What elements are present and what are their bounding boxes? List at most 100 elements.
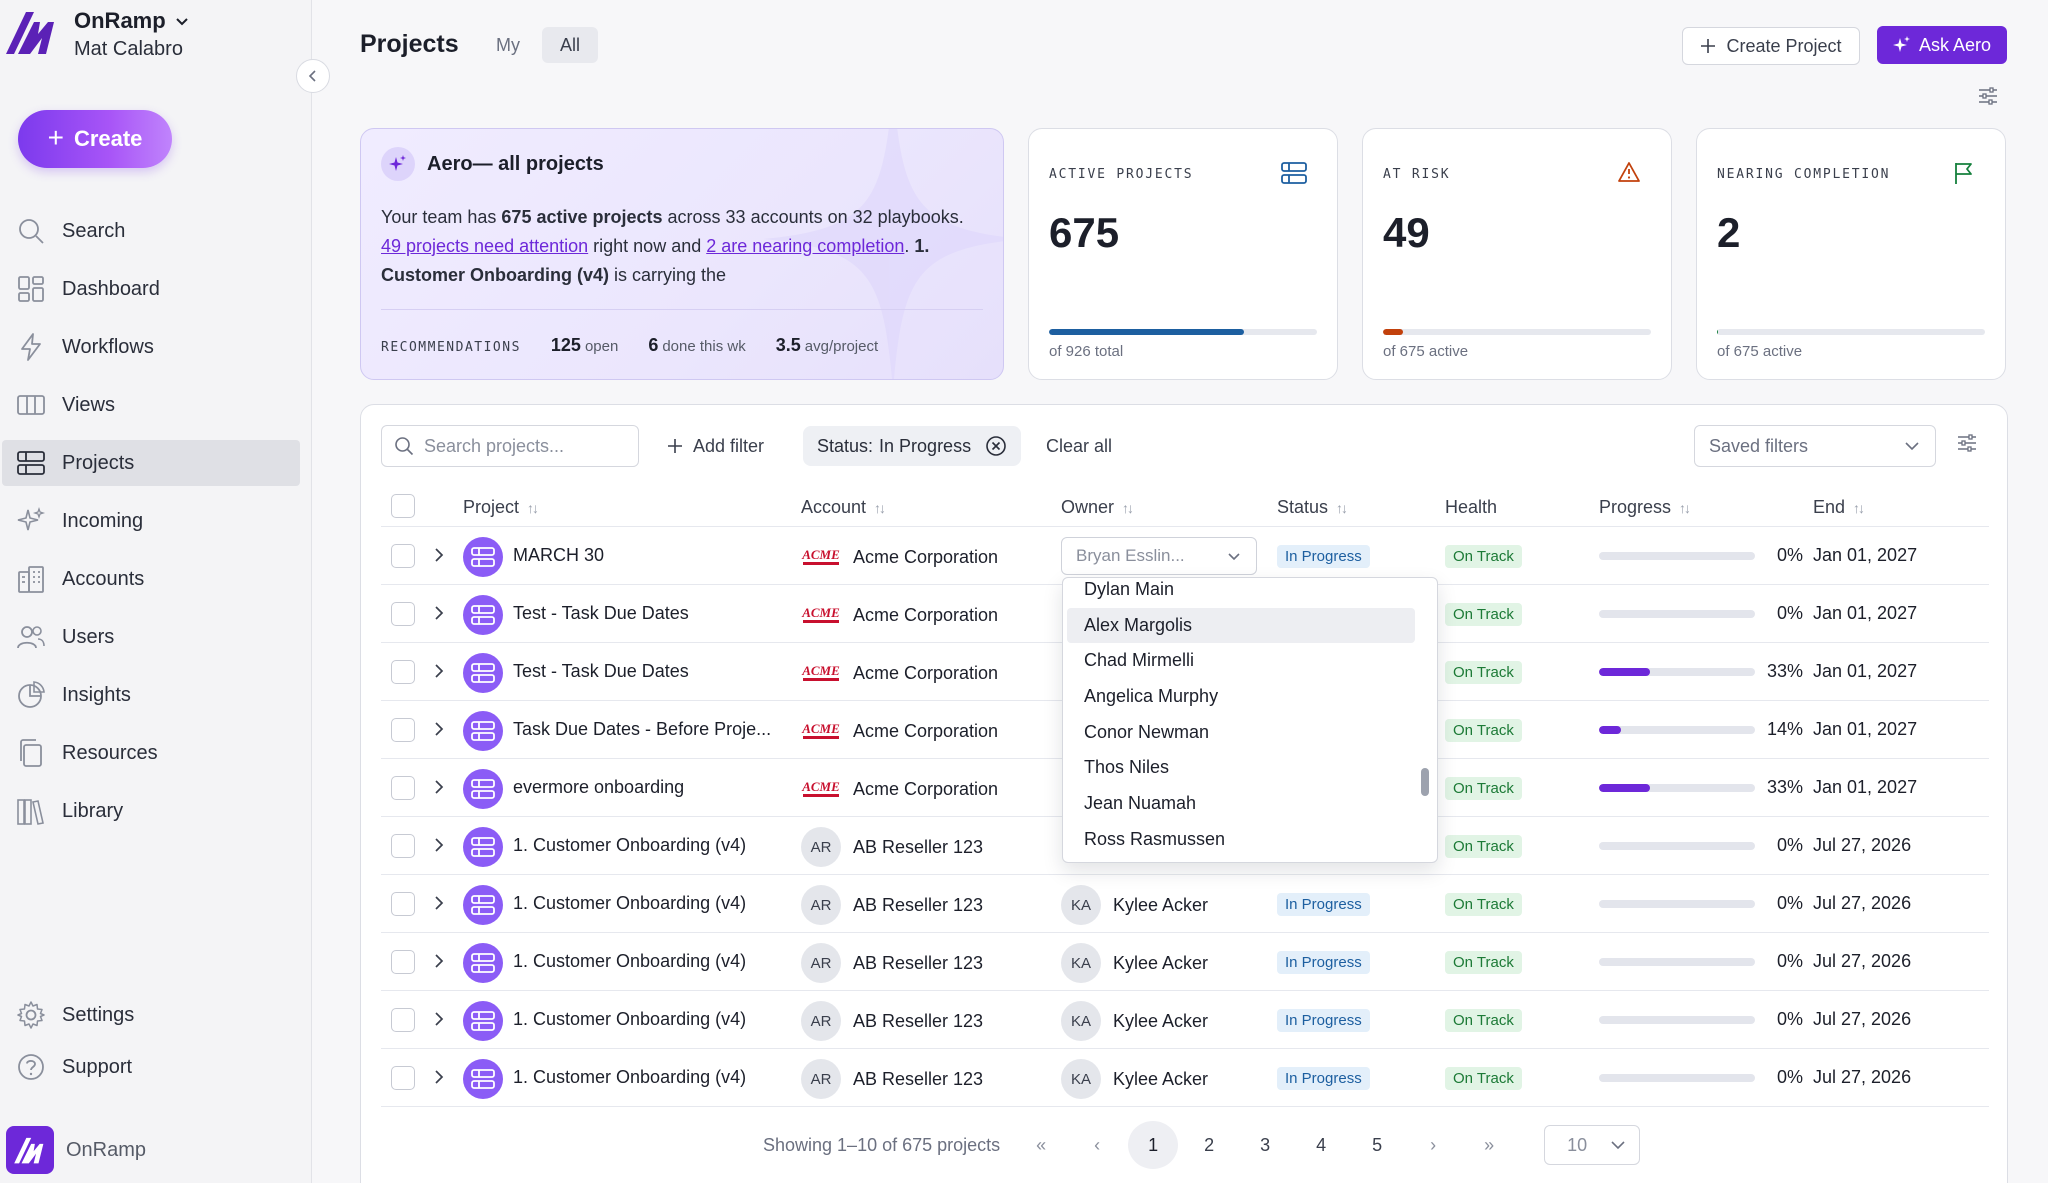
sidebar-item-dashboard[interactable]: Dashboard (2, 266, 300, 312)
sliders-icon[interactable] (1957, 433, 1977, 453)
sidebar-item-accounts[interactable]: Accounts (2, 556, 300, 602)
sidebar-item-settings[interactable]: Settings (2, 992, 300, 1038)
row-checkbox[interactable] (391, 950, 415, 974)
owner-select[interactable]: Bryan Esslin... (1061, 537, 1257, 575)
column-header-project[interactable]: Project ↑↓ (463, 497, 539, 517)
stat-card-at-risk[interactable]: AT RISK 49 of 675 active (1362, 128, 1672, 380)
needs-attention-link[interactable]: 49 projects need attention (381, 236, 589, 256)
row-checkbox[interactable] (391, 1008, 415, 1032)
expand-row-icon[interactable] (429, 603, 449, 623)
expand-row-icon[interactable] (429, 835, 449, 855)
owner-cell[interactable]: KA Kylee Acker (1061, 1001, 1208, 1041)
sidebar-item-search[interactable]: Search (2, 208, 300, 254)
sidebar-item-projects[interactable]: Projects (2, 440, 300, 486)
project-name[interactable]: 1. Customer Onboarding (v4) (513, 893, 747, 913)
table-row[interactable]: 1. Customer Onboarding (v4) AR AB Reseller… (381, 933, 1989, 991)
project-name[interactable]: evermore onboarding (513, 777, 685, 797)
expand-row-icon[interactable] (429, 1067, 449, 1087)
table-row[interactable]: Test - Task Due Dates ACME Acme Corporatio… (381, 585, 1989, 643)
owner-option[interactable]: Ross Rasmussen (1084, 828, 1226, 849)
ask-aero-button[interactable]: Ask Aero (1877, 26, 2007, 64)
nearing-completion-link[interactable]: 2 are nearing completion (706, 236, 905, 256)
account-cell[interactable]: AR AB Reseller 123 (801, 943, 983, 983)
project-name[interactable]: 1. Customer Onboarding (v4) (513, 1067, 747, 1087)
dropdown-scrollbar[interactable] (1421, 768, 1429, 796)
expand-row-icon[interactable] (429, 1009, 449, 1029)
collapse-sidebar-button[interactable] (296, 59, 330, 93)
sliders-icon[interactable] (1978, 86, 1998, 106)
sidebar-item-users[interactable]: Users (2, 614, 300, 660)
row-checkbox[interactable] (391, 660, 415, 684)
status-filter-chip[interactable]: Status: In Progress (803, 426, 1022, 466)
row-checkbox[interactable] (391, 1066, 415, 1090)
row-checkbox[interactable] (391, 544, 415, 568)
sidebar-item-library[interactable]: Library (2, 788, 300, 834)
account-cell[interactable]: ACME Acme Corporation (801, 711, 998, 751)
clear-all-button[interactable]: Clear all (1046, 436, 1113, 456)
row-checkbox[interactable] (391, 892, 415, 916)
row-checkbox[interactable] (391, 602, 415, 626)
account-cell[interactable]: AR AB Reseller 123 (801, 827, 983, 867)
create-project-button[interactable]: Create Project (1682, 27, 1860, 65)
page-button-2[interactable]: 2 (1204, 1134, 1215, 1155)
per-page-select[interactable]: 10 (1544, 1125, 1641, 1165)
project-name[interactable]: Test - Task Due Dates (513, 661, 689, 681)
prev-page-button[interactable]: ‹ (1094, 1134, 1101, 1155)
account-cell[interactable]: ACME Acme Corporation (801, 769, 998, 809)
remove-filter-icon[interactable] (985, 435, 1007, 457)
column-header-progress[interactable]: Progress ↑↓ (1599, 497, 1691, 517)
tab-my[interactable]: My (496, 35, 520, 55)
account-cell[interactable]: AR AB Reseller 123 (801, 885, 983, 925)
table-row[interactable]: 1. Customer Onboarding (v4) AR AB Reseller… (381, 991, 1989, 1049)
table-row[interactable]: Test - Task Due Dates ACME Acme Corporatio… (381, 643, 1989, 701)
project-name[interactable]: Task Due Dates - Before Proje... (513, 719, 772, 739)
owner-option[interactable]: Angelica Murphy (1084, 686, 1219, 707)
column-header-owner[interactable]: Owner ↑↓ (1061, 497, 1134, 517)
account-cell[interactable]: ACME Acme Corporation (801, 653, 998, 693)
page-button-4[interactable]: 4 (1316, 1134, 1327, 1155)
column-header-status[interactable]: Status ↑↓ (1277, 497, 1348, 517)
account-cell[interactable]: ACME Acme Corporation (801, 595, 998, 635)
table-row[interactable]: MARCH 30 ACME Acme Corporation Bryan Esslin… (381, 527, 1989, 585)
expand-row-icon[interactable] (429, 719, 449, 739)
search-input[interactable]: Search projects... (381, 425, 639, 467)
saved-filters-select[interactable]: Saved filters (1694, 425, 1936, 467)
owner-option[interactable]: Alex Margolis (1067, 607, 1415, 644)
project-name[interactable]: 1. Customer Onboarding (v4) (513, 951, 747, 971)
expand-row-icon[interactable] (429, 777, 449, 797)
org-switcher[interactable]: OnRamp Mat Calabro (4, 8, 190, 61)
owner-cell[interactable]: KA Kylee Acker (1061, 943, 1208, 983)
sidebar-item-views[interactable]: Views (2, 382, 300, 428)
owner-option[interactable]: Dylan Main (1084, 579, 1175, 599)
select-all-checkbox[interactable] (391, 494, 415, 518)
table-row[interactable]: 1. Customer Onboarding (v4) AR AB Reseller… (381, 875, 1989, 933)
project-name[interactable]: MARCH 30 (513, 545, 605, 565)
project-name[interactable]: 1. Customer Onboarding (v4) (513, 835, 747, 855)
owner-option[interactable]: Conor Newman (1084, 721, 1210, 742)
tab-all[interactable]: All (542, 27, 599, 63)
owner-option[interactable]: Chad Mirmelli (1084, 650, 1195, 671)
column-header-end[interactable]: End ↑↓ (1813, 497, 1865, 517)
add-filter-button[interactable]: Add filter (667, 425, 764, 467)
page-button-1[interactable]: 1 (1128, 1121, 1179, 1169)
stat-card-nearing-completion[interactable]: NEARING COMPLETION 2 of 675 active (1696, 128, 2006, 380)
owner-cell[interactable]: KA Kylee Acker (1061, 885, 1208, 925)
column-header-account[interactable]: Account ↑↓ (801, 497, 886, 517)
first-page-button[interactable]: « (1036, 1134, 1047, 1155)
row-checkbox[interactable] (391, 718, 415, 742)
account-cell[interactable]: AR AB Reseller 123 (801, 1059, 983, 1099)
expand-row-icon[interactable] (429, 661, 449, 681)
sidebar-item-incoming[interactable]: Incoming (2, 498, 300, 544)
table-row[interactable]: 1. Customer Onboarding (v4) AR AB Reseller… (381, 817, 1989, 875)
owner-cell[interactable]: KA Kylee Acker (1061, 1059, 1208, 1099)
account-cell[interactable]: ACME Acme Corporation (801, 537, 998, 577)
page-button-5[interactable]: 5 (1372, 1134, 1383, 1155)
row-checkbox[interactable] (391, 834, 415, 858)
create-button[interactable]: + Create (18, 110, 172, 168)
table-row[interactable]: 1. Customer Onboarding (v4) AR AB Reseller… (381, 1049, 1989, 1107)
sidebar-item-insights[interactable]: Insights (2, 672, 300, 718)
expand-row-icon[interactable] (429, 893, 449, 913)
expand-row-icon[interactable] (429, 951, 449, 971)
page-button-3[interactable]: 3 (1260, 1134, 1271, 1155)
row-checkbox[interactable] (391, 776, 415, 800)
